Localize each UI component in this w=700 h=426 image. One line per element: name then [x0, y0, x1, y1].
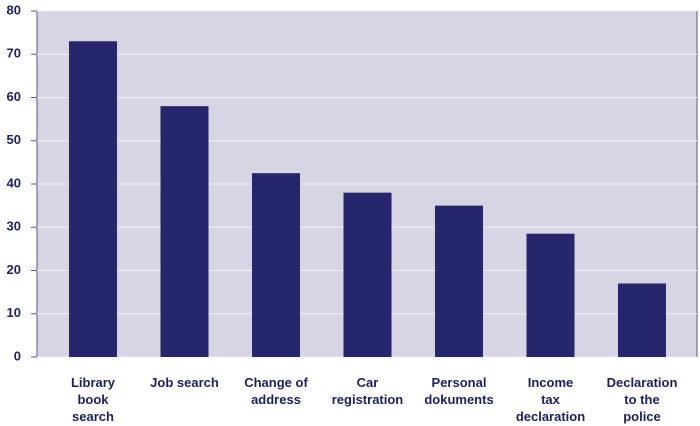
y-tick-label: 40 — [7, 175, 21, 190]
y-tick-label: 30 — [7, 219, 21, 234]
y-tick-label: 60 — [7, 89, 21, 104]
bar — [435, 205, 483, 357]
x-tick-label: Declaration to the police — [606, 375, 678, 424]
x-tick-label: Job search — [150, 375, 219, 390]
bar — [526, 233, 575, 357]
x-tick-label: Personal dokuments — [424, 375, 494, 407]
x-tick-label: Income tax declaration — [515, 375, 586, 424]
y-tick-label: 80 — [7, 2, 21, 17]
x-tick-label: Library book search — [70, 375, 116, 424]
bar — [69, 41, 117, 358]
y-tick-label: 20 — [7, 262, 21, 277]
bar — [160, 106, 209, 358]
y-tick-label: 0 — [14, 348, 21, 363]
y-tick-label: 70 — [7, 46, 21, 61]
bar — [343, 192, 392, 357]
y-tick-label: 10 — [7, 305, 21, 320]
bar — [252, 173, 300, 357]
bar — [618, 283, 666, 357]
x-tick-label: Car registration — [331, 375, 404, 407]
x-tick-label: Change of address — [244, 375, 308, 407]
y-tick-label: 50 — [7, 132, 21, 147]
